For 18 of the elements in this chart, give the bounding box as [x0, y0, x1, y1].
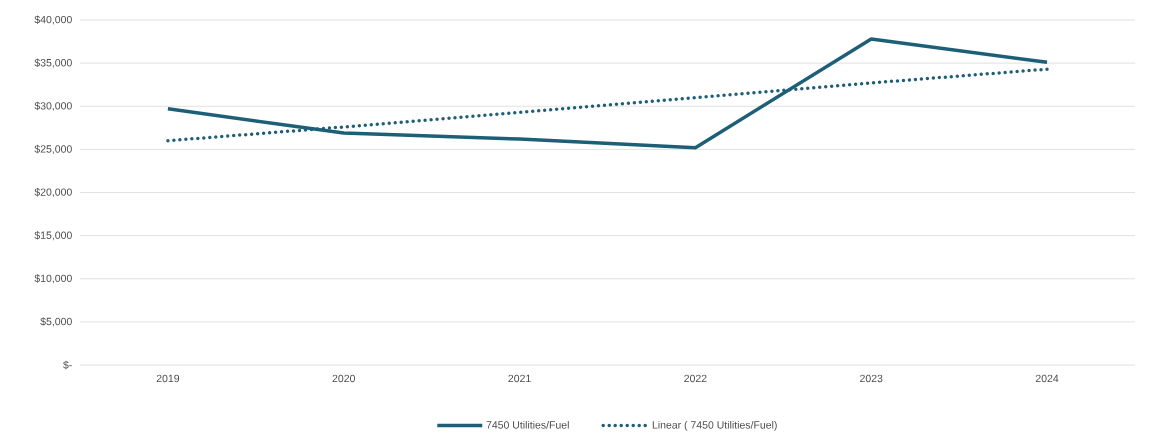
- y-tick-label: $35,000: [34, 58, 72, 68]
- line-series: [166, 37, 1049, 150]
- x-tick-label: 2023: [860, 374, 883, 383]
- x-tick-label: 2021: [508, 374, 531, 383]
- x-tick-label: 2024: [1035, 374, 1059, 383]
- y-tick-label: $20,000: [34, 187, 72, 198]
- y-tick-label: $10,000: [34, 274, 72, 284]
- legend-label: Linear ( 7450 Utilities/Fuel): [652, 420, 777, 431]
- y-tick-label: $-: [63, 360, 72, 370]
- y-tick-label: $5,000: [40, 317, 72, 327]
- legend-label: 7450 Utilities/Fuel: [486, 420, 569, 429]
- y-tick-label: $30,000: [34, 101, 72, 111]
- y-tick-label: $15,000: [34, 231, 72, 241]
- x-tick-label: 2020: [332, 374, 355, 383]
- x-tick-label: 2022: [684, 374, 707, 383]
- y-tick-label: $25,000: [34, 144, 72, 154]
- y-tick-label: $40,000: [34, 15, 72, 25]
- x-tick-label: 2019: [156, 374, 180, 383]
